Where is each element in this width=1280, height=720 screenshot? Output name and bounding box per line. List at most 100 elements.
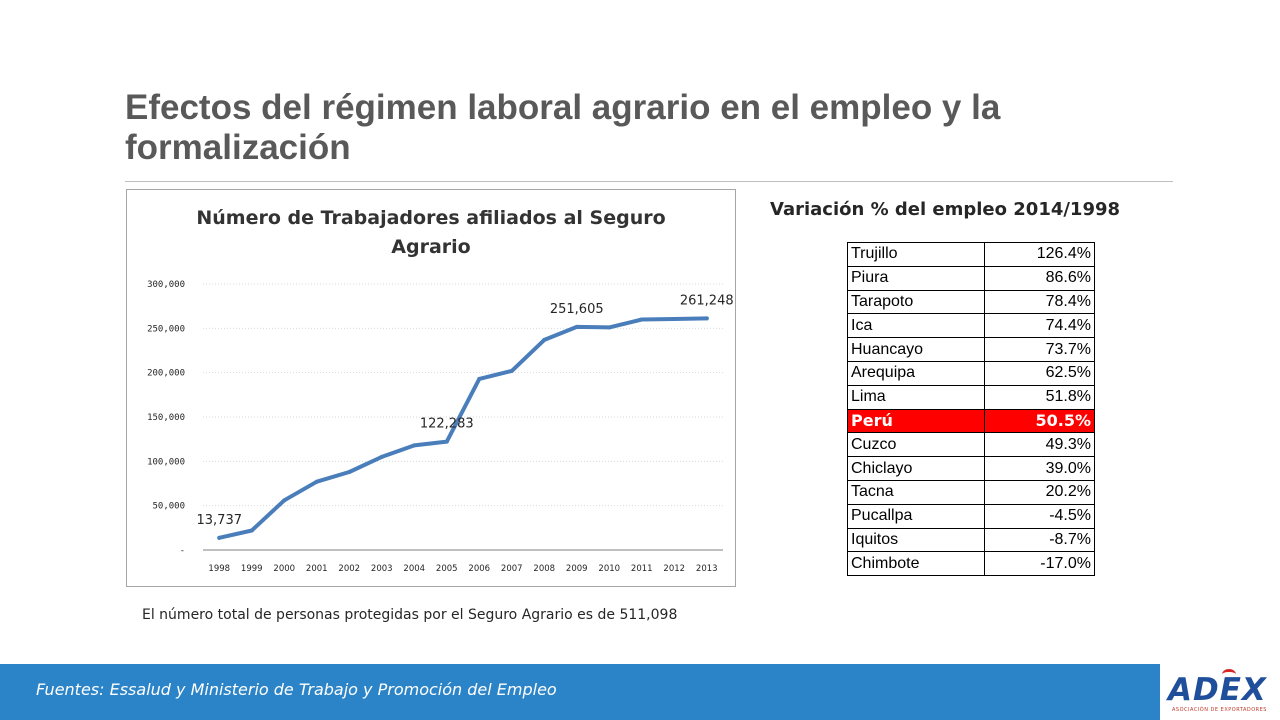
table-row: Cuzco 49.3% bbox=[847, 432, 1095, 458]
city-name-cell: Pucallpa bbox=[847, 503, 985, 529]
variation-value-cell: -4.5% bbox=[984, 503, 1095, 529]
y-tick-label: 300,000 bbox=[147, 280, 185, 290]
x-tick-label: 2005 bbox=[436, 564, 458, 574]
x-tick-label: 1998 bbox=[208, 564, 230, 574]
city-name-cell: Tarapoto bbox=[847, 289, 985, 315]
data-point bbox=[217, 535, 222, 540]
table-row: Iquitos -8.7% bbox=[847, 527, 1095, 553]
table-row: Pucallpa -4.5% bbox=[847, 503, 1095, 529]
data-point bbox=[412, 443, 417, 448]
logo-swoosh-icon bbox=[1222, 669, 1236, 680]
y-tick-label: 250,000 bbox=[147, 324, 185, 334]
y-tick-label: 50,000 bbox=[152, 502, 185, 512]
data-point bbox=[477, 376, 482, 381]
variation-value-cell: 51.8% bbox=[984, 384, 1095, 410]
variation-value-cell: 86.6% bbox=[984, 265, 1095, 291]
data-point bbox=[574, 324, 579, 329]
city-name-cell: Ica bbox=[847, 313, 985, 339]
logo-subtitle: ASOCIACIÓN DE EXPORTADORES bbox=[1172, 707, 1267, 713]
table-row: Tarapoto 78.4% bbox=[847, 289, 1095, 315]
variation-value-cell: 73.7% bbox=[984, 337, 1095, 362]
variation-value-cell: 78.4% bbox=[984, 289, 1095, 315]
x-tick-label: 2006 bbox=[468, 564, 490, 574]
city-name-cell: Piura bbox=[847, 265, 985, 291]
data-label: 122,283 bbox=[420, 417, 474, 432]
x-tick-label: 2009 bbox=[566, 564, 588, 574]
data-label: 251,605 bbox=[550, 302, 604, 317]
data-point bbox=[249, 528, 254, 533]
variation-value-cell: 126.4% bbox=[984, 242, 1095, 267]
table-row: Perú 50.5% bbox=[847, 408, 1095, 434]
x-tick-label: 2004 bbox=[403, 564, 425, 574]
chart-title-line-1: Número de Trabajadores afiliados al Segu… bbox=[196, 207, 666, 229]
data-point bbox=[542, 337, 547, 342]
slide-title: Efectos del régimen laboral agrario en e… bbox=[125, 88, 1001, 167]
series-line bbox=[217, 316, 709, 540]
table-row: Chimbote -17.0% bbox=[847, 551, 1095, 577]
city-name-cell: Chimbote bbox=[847, 551, 985, 577]
y-tick-label: - bbox=[180, 546, 185, 556]
footer-bar: Fuentes: Essalud y Ministerio de Trabajo… bbox=[0, 664, 1160, 720]
table-row: Piura 86.6% bbox=[847, 265, 1095, 291]
table-row: Tacna 20.2% bbox=[847, 479, 1095, 505]
chart-title-line-2: Agrario bbox=[391, 236, 471, 258]
adex-logo: ADEX ASOCIACIÓN DE EXPORTADORES bbox=[1160, 664, 1280, 720]
table-title: Variación % del empleo 2014/1998 bbox=[770, 199, 1121, 220]
data-label: 13,737 bbox=[197, 513, 243, 528]
chart-panel: Número de Trabajadores afiliados al Segu… bbox=[126, 189, 736, 587]
logo-word: ADEX bbox=[1168, 672, 1267, 708]
table-row: Huancayo 73.7% bbox=[847, 337, 1095, 362]
x-tick-label: 2013 bbox=[696, 564, 718, 574]
x-tick-label: 2003 bbox=[371, 564, 393, 574]
table-row: Ica 74.4% bbox=[847, 313, 1095, 339]
y-tick-label: 100,000 bbox=[147, 457, 185, 467]
employment-variation-table: Trujillo 126.4% Piura 86.6% Tarapoto 78.4% Ica… bbox=[847, 242, 1095, 577]
y-tick-label: 150,000 bbox=[147, 413, 185, 423]
variation-value-cell: -17.0% bbox=[984, 551, 1095, 577]
variation-value-cell: 20.2% bbox=[984, 479, 1095, 505]
data-point bbox=[444, 439, 449, 444]
city-name-cell: Tacna bbox=[847, 479, 985, 505]
data-point bbox=[379, 454, 384, 459]
x-tick-label: 1999 bbox=[241, 564, 263, 574]
variation-value-cell: 49.3% bbox=[984, 432, 1095, 458]
variation-value-cell: 50.5% bbox=[984, 408, 1095, 434]
city-name-cell: Trujillo bbox=[847, 242, 985, 267]
data-point bbox=[347, 469, 352, 474]
variation-value-cell: 62.5% bbox=[984, 360, 1095, 386]
city-name-cell: Huancayo bbox=[847, 337, 985, 362]
x-tick-label: 2002 bbox=[338, 564, 360, 574]
line-chart: - 50,000 100,000 150,000 200,000 250,000 300,0… bbox=[147, 280, 734, 574]
data-point bbox=[607, 325, 612, 330]
table-row: Arequipa 62.5% bbox=[847, 360, 1095, 386]
city-name-cell: Chiclayo bbox=[847, 456, 985, 481]
city-name-cell: Cuzco bbox=[847, 432, 985, 458]
x-tick-label: 2008 bbox=[533, 564, 555, 574]
city-name-cell: Perú bbox=[847, 408, 985, 434]
chart-title: Número de Trabajadores afiliados al Segu… bbox=[127, 204, 735, 262]
data-point bbox=[672, 317, 677, 322]
x-tick-label: 2010 bbox=[598, 564, 620, 574]
x-tick-label: 2012 bbox=[663, 564, 685, 574]
table-row: Trujillo 126.4% bbox=[847, 242, 1095, 267]
x-tick-label: 2000 bbox=[273, 564, 295, 574]
variation-value-cell: 74.4% bbox=[984, 313, 1095, 339]
x-tick-label: 2011 bbox=[631, 564, 653, 574]
variation-value-cell: -8.7% bbox=[984, 527, 1095, 553]
city-name-cell: Iquitos bbox=[847, 527, 985, 553]
insurance-total-note: El número total de personas protegidas p… bbox=[142, 607, 678, 623]
table-row: Lima 51.8% bbox=[847, 384, 1095, 410]
city-name-cell: Lima bbox=[847, 384, 985, 410]
city-name-cell: Arequipa bbox=[847, 360, 985, 386]
data-point bbox=[509, 368, 514, 373]
data-point bbox=[639, 317, 644, 322]
title-divider bbox=[125, 181, 1173, 182]
data-label: 261,248 bbox=[680, 293, 734, 308]
data-point bbox=[282, 498, 287, 503]
sources-text: Fuentes: Essalud y Ministerio de Trabajo… bbox=[36, 680, 557, 699]
variation-value-cell: 39.0% bbox=[984, 456, 1095, 481]
data-point bbox=[314, 479, 319, 484]
x-tick-label: 2001 bbox=[306, 564, 328, 574]
y-tick-label: 200,000 bbox=[147, 369, 185, 379]
x-tick-label: 2007 bbox=[501, 564, 523, 574]
